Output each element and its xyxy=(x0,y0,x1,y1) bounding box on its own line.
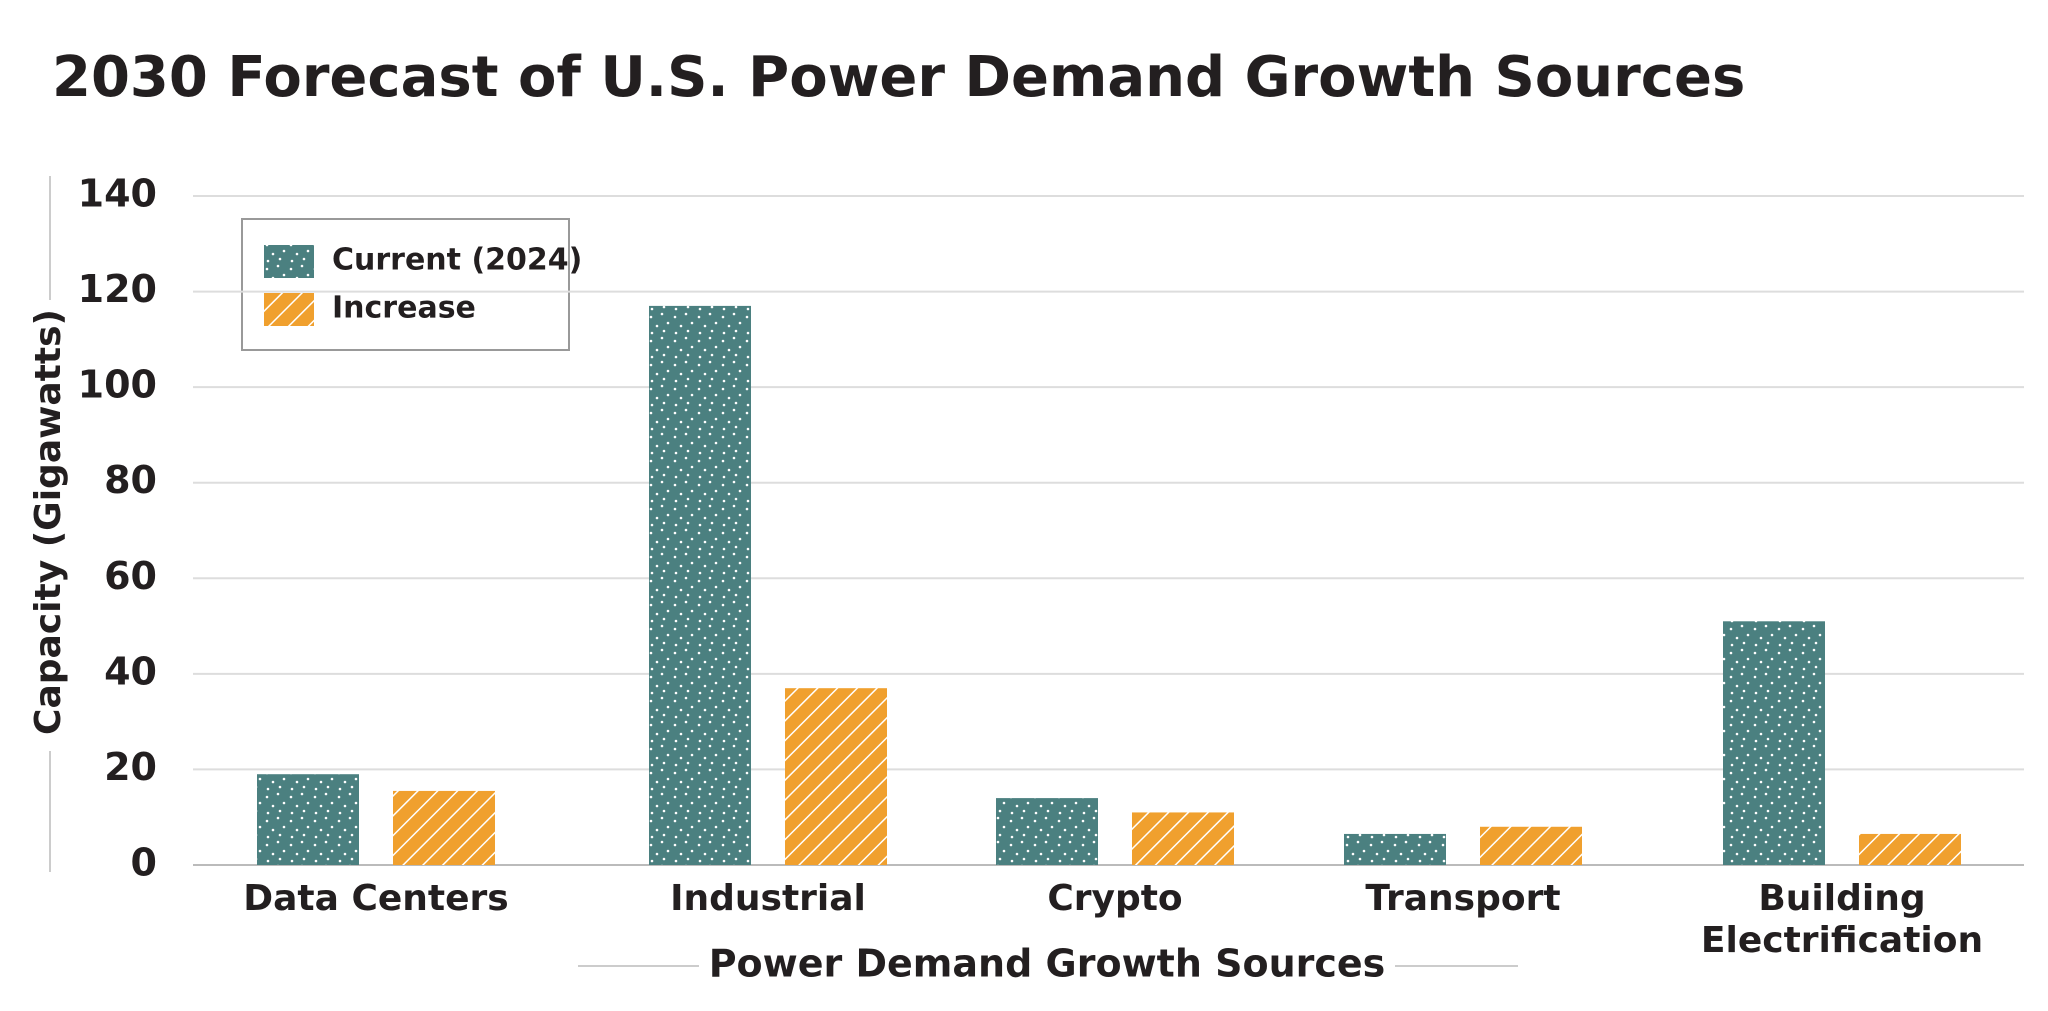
y-tick-label: 40 xyxy=(104,649,157,693)
x-tick-label: Building Electrification xyxy=(1700,878,1984,961)
y-tick-label: 80 xyxy=(104,458,157,502)
x-axis-label: Power Demand Growth Sources xyxy=(709,942,1386,986)
bar xyxy=(393,790,495,865)
bar xyxy=(257,774,359,865)
x-tick-label: Crypto xyxy=(1047,878,1183,919)
bar xyxy=(996,798,1098,865)
y-tick-label: 0 xyxy=(131,841,157,885)
y-tick-label: 20 xyxy=(104,745,157,789)
legend-label: Current (2024) xyxy=(332,243,582,278)
x-tick-label: Transport xyxy=(1365,878,1561,919)
y-tick-label: 60 xyxy=(104,554,157,598)
y-axis-label: Capacity (Gigawatts) xyxy=(28,309,69,735)
y-tick-label: 140 xyxy=(78,172,157,216)
bar xyxy=(1859,833,1961,865)
chart-title: 2030 Forecast of U.S. Power Demand Growt… xyxy=(52,45,1745,110)
x-tick-label: Industrial xyxy=(670,878,866,919)
bar xyxy=(649,305,751,866)
legend-box xyxy=(241,218,570,351)
x-tick-label: Data Centers xyxy=(243,878,509,919)
y-tick-label: 120 xyxy=(78,267,157,311)
bar xyxy=(1132,812,1234,865)
legend-swatch xyxy=(264,245,314,278)
bar xyxy=(1480,826,1582,865)
bar xyxy=(1344,833,1446,865)
bar xyxy=(1723,621,1825,865)
legend-label: Increase xyxy=(332,291,476,326)
bar xyxy=(785,688,887,865)
y-tick-label: 100 xyxy=(78,363,157,407)
legend-swatch xyxy=(264,293,314,326)
